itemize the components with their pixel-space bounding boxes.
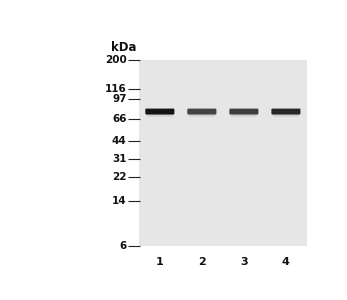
Text: 6: 6 (119, 241, 127, 251)
FancyBboxPatch shape (231, 113, 257, 117)
FancyBboxPatch shape (187, 109, 217, 115)
Text: 22: 22 (112, 172, 127, 182)
Text: 31: 31 (112, 154, 127, 164)
Text: kDa: kDa (111, 41, 136, 54)
FancyBboxPatch shape (229, 109, 259, 115)
FancyBboxPatch shape (189, 113, 215, 117)
Bar (139, 60, 307, 246)
Text: 200: 200 (105, 55, 127, 65)
Text: 2: 2 (198, 256, 206, 267)
Text: 14: 14 (112, 196, 127, 206)
Text: 97: 97 (112, 94, 127, 103)
FancyBboxPatch shape (147, 113, 173, 117)
Text: 1: 1 (156, 256, 164, 267)
Text: 3: 3 (240, 256, 248, 267)
FancyBboxPatch shape (145, 109, 175, 115)
FancyBboxPatch shape (273, 113, 299, 117)
Text: 116: 116 (105, 84, 127, 94)
Text: 44: 44 (112, 136, 127, 146)
Text: 4: 4 (282, 256, 290, 267)
Text: 66: 66 (112, 114, 127, 124)
FancyBboxPatch shape (271, 109, 301, 115)
